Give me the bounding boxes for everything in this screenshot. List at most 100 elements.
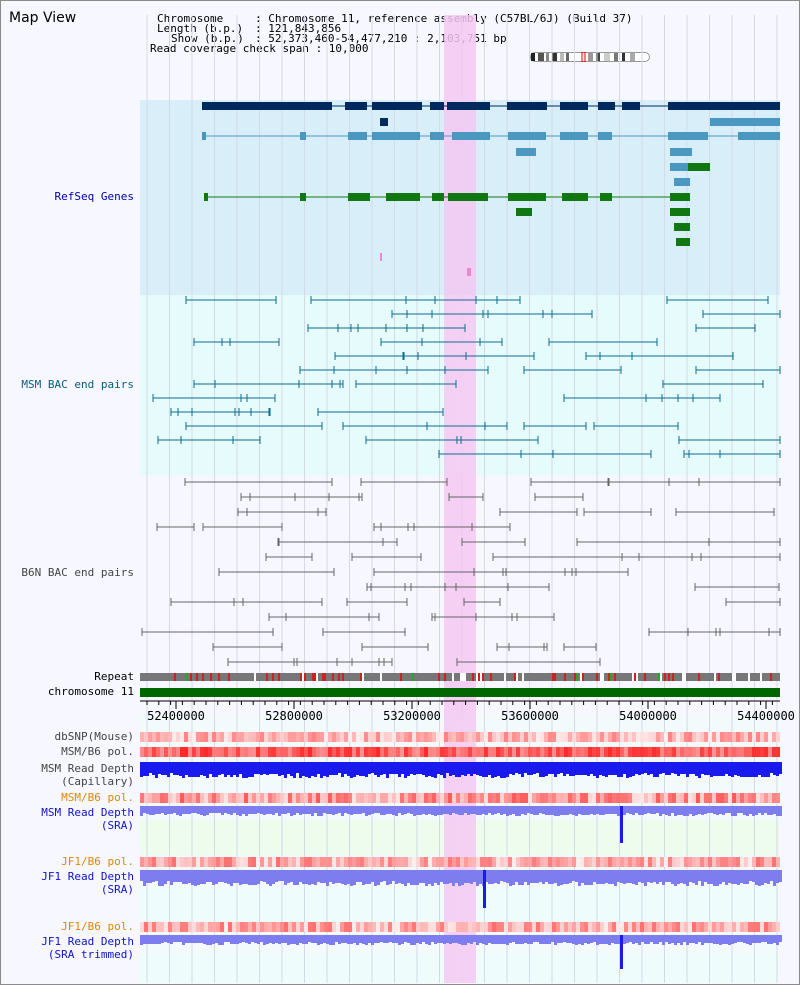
msm-capillary-bar <box>443 762 446 778</box>
track-label-jf1-trimmed[interactable]: JF1 Read Depth <box>41 935 134 948</box>
msm-pol-cell <box>680 747 684 757</box>
jf1-pol-cell <box>400 857 404 867</box>
repeat-cell <box>646 673 648 681</box>
jf1-pol-cell <box>516 857 520 867</box>
track-label-msm-depth-capillary[interactable]: MSM Read Depth <box>41 762 134 775</box>
msm-capillary-bar <box>668 762 671 775</box>
msm-capillary-bar <box>428 762 431 776</box>
msm-pol-cell <box>412 747 416 757</box>
msm-capillary-bar <box>221 762 224 774</box>
jf1-sra-bar <box>173 870 176 882</box>
track-label-msm-pol-2[interactable]: MSM/B6 pol. <box>61 791 134 804</box>
jf1-trim-spike <box>620 935 623 969</box>
jf1-trim-bar <box>779 935 782 942</box>
dbsnp-cell <box>676 732 680 742</box>
jf1-pol-cell <box>444 857 448 867</box>
msm-sra-bar <box>521 806 524 814</box>
msm-capillary-bar <box>716 762 719 776</box>
jf1-pol2-cell <box>624 922 628 932</box>
dbsnp-cell <box>724 732 728 742</box>
msm-sra-bar <box>560 806 563 815</box>
msm-pol-cell <box>360 747 364 757</box>
msm-pol2-cell <box>368 793 372 803</box>
jf1-sra-bar <box>290 870 293 882</box>
repeat-cell <box>634 673 636 681</box>
gene-green-a <box>516 208 532 216</box>
dbsnp-cell <box>596 732 600 742</box>
msm-sra-bar <box>290 806 293 816</box>
track-label-repeat[interactable]: Repeat <box>94 670 134 683</box>
gene-mid-exon <box>598 132 612 140</box>
dbsnp-cell <box>508 732 512 742</box>
jf1-pol-cell <box>224 857 228 867</box>
jf1-sra-bar <box>224 870 227 883</box>
jf1-pol-cell <box>352 857 356 867</box>
jf1-sra-bar <box>248 870 251 885</box>
msm-capillary-bar <box>140 762 143 777</box>
jf1-sra-bar <box>500 870 503 881</box>
msm-capillary-bar <box>671 762 674 773</box>
jf1-pol-cell <box>276 857 280 867</box>
jf1-sra-bar <box>167 870 170 881</box>
jf1-pol2-cell <box>192 922 196 932</box>
track-label-dbsnp[interactable]: dbSNP(Mouse) <box>54 730 134 743</box>
repeat-cell <box>302 673 304 681</box>
jf1-sra-bar <box>281 870 284 881</box>
msm-pol2-cell <box>676 793 680 803</box>
jf1-trim-bar <box>587 935 590 944</box>
jf1-trim-bar <box>203 935 206 944</box>
track-label-jf1-pol[interactable]: JF1/B6 pol. <box>61 855 134 868</box>
jf1-sra-bar <box>740 870 743 883</box>
jf1-pol2-cell <box>652 922 656 932</box>
dbsnp-cell <box>736 732 740 742</box>
msm-pol2-cell <box>144 793 148 803</box>
track-label-jf1-depth[interactable]: JF1 Read Depth <box>41 870 134 883</box>
track-label-jf1-pol-2[interactable]: JF1/B6 pol. <box>61 920 134 933</box>
jf1-sra-bar <box>170 870 173 885</box>
track-label-msm-bac[interactable]: MSM BAC end pairs <box>21 378 134 391</box>
repeat-cell <box>322 673 324 681</box>
jf1-pol-cell <box>344 857 348 867</box>
dbsnp-cell <box>484 732 488 742</box>
jf1-trim-bar <box>662 935 665 945</box>
msm-pol2-cell <box>672 793 676 803</box>
jf1-trim-bar <box>731 935 734 944</box>
msm-pol-cell <box>160 747 164 757</box>
repeat-cell <box>550 673 552 681</box>
msm-capillary-bar <box>404 762 407 778</box>
msm-pol-cell <box>264 747 268 757</box>
msm-pol2-cell <box>584 793 588 803</box>
track-label-refseq[interactable]: RefSeq Genes <box>54 190 134 203</box>
msm-pol2-cell <box>240 793 244 803</box>
jf1-trim-bar <box>341 935 344 943</box>
repeat-cell <box>606 673 608 681</box>
jf1-trim-bar <box>269 935 272 943</box>
msm-pol2-cell <box>308 793 312 803</box>
jf1-sra-bar <box>263 870 266 882</box>
repeat-cell <box>534 673 536 681</box>
track-label-msm-pol[interactable]: MSM/B6 pol. <box>61 745 134 758</box>
jf1-trim-bar <box>755 935 758 943</box>
repeat-cell <box>394 673 396 681</box>
jf1-sra-bar <box>266 870 269 884</box>
track-label-b6n-bac[interactable]: B6N BAC end pairs <box>21 566 134 579</box>
msm-sra-bar <box>158 806 161 814</box>
msm-pol2-cell <box>760 793 764 803</box>
msm-pol-cell <box>292 747 296 757</box>
jf1-sra-bar <box>521 870 524 885</box>
jf1-sra-bar <box>371 870 374 882</box>
jf1-sra-bar <box>425 870 428 886</box>
jf1-sra-bar <box>452 870 455 886</box>
msm-pol2-cell <box>700 793 704 803</box>
msm-pol2-cell <box>176 793 180 803</box>
jf1-pol2-cell <box>540 922 544 932</box>
msm-pol-cell <box>468 747 472 757</box>
msm-capillary-bar <box>173 762 176 775</box>
jf1-sra-bar <box>368 870 371 884</box>
jf1-pol-cell <box>580 857 584 867</box>
jf1-pol-cell <box>172 857 176 867</box>
track-label-chromosome[interactable]: chromosome 11 <box>47 685 134 698</box>
jf1-trim-bar <box>647 935 650 944</box>
msm-sra-bar <box>170 806 173 814</box>
track-label-msm-depth-sra[interactable]: MSM Read Depth <box>41 806 134 819</box>
